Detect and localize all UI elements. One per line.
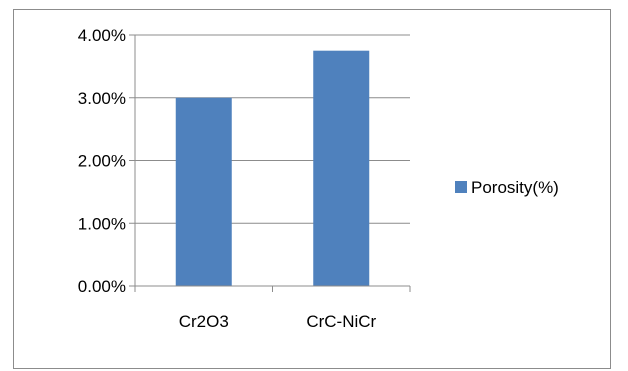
legend-swatch <box>455 181 467 193</box>
y-tick-labels: 0.00% 1.00% 2.00% 3.00% 4.00% <box>78 26 126 296</box>
y-tick-label: 1.00% <box>78 214 126 233</box>
x-tick-labels: Cr2O3 CrC-NiCr <box>179 312 377 331</box>
bar-crc-nicr <box>313 50 370 286</box>
chart-frame <box>13 9 611 369</box>
legend-label: Porosity(%) <box>471 178 559 197</box>
y-tick-label: 0.00% <box>78 277 126 296</box>
bars <box>175 50 370 286</box>
y-tick-label: 4.00% <box>78 26 126 45</box>
x-tick-label: Cr2O3 <box>179 312 229 331</box>
bar-cr2o3 <box>175 97 232 286</box>
y-tick-label: 3.00% <box>78 89 126 108</box>
legend: Porosity(%) <box>455 178 559 197</box>
y-tick-label: 2.00% <box>78 152 126 171</box>
axes <box>129 34 411 292</box>
x-tick-label: CrC-NiCr <box>306 312 376 331</box>
